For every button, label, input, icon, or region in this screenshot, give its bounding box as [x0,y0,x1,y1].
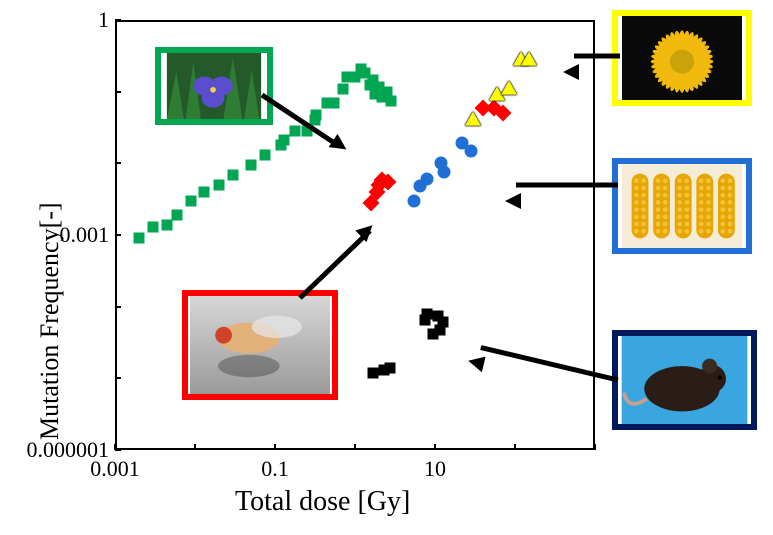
data-point [290,126,301,137]
thumbnail-tb_green [155,47,273,125]
data-point [521,51,537,65]
data-point [384,362,395,373]
data-point [186,195,197,206]
thumbnail-tb_red [182,290,338,400]
tick-mark [115,19,121,21]
data-point [501,80,517,94]
tick-mark [114,444,116,450]
data-point [437,316,448,327]
data-point [134,233,145,244]
data-point [465,112,481,126]
tick-mark [514,444,516,450]
data-point [337,83,348,94]
data-point [199,186,210,197]
tick-mark [354,444,356,450]
thumbnail-tb_yellow [612,10,752,106]
data-point [260,150,271,161]
tick-label: 0.1 [261,456,289,482]
arrow-head [563,64,579,80]
tick-label: 1 [98,7,109,33]
tick-label: 10 [424,456,446,482]
data-point [311,109,322,120]
data-point [464,144,477,157]
thumbnail-tb_blue [612,158,752,254]
data-point [228,170,239,181]
chart-stage: { "canvas": { "width": 773, "height": 53… [0,0,773,535]
data-point [148,221,159,232]
arrow-line [516,183,618,188]
tick-mark [274,444,276,450]
data-point [408,194,421,207]
data-point [421,173,434,186]
tick-mark [115,377,121,379]
tick-label: 0.001 [60,222,110,248]
data-point [162,219,173,230]
data-point [438,166,451,179]
data-point [214,179,225,190]
x-axis-label: Total dose [Gy] [235,486,410,518]
tick-mark [115,234,121,236]
tick-mark [434,444,436,450]
tick-mark [115,306,121,308]
data-point [245,159,256,170]
data-point [385,95,396,106]
data-point [279,135,290,146]
tick-mark [194,444,196,450]
arrow-head [505,193,521,209]
tick-mark [115,91,121,93]
data-point [422,308,433,319]
data-point [172,210,183,221]
data-point [368,367,379,378]
arrow-line [574,54,620,59]
tick-label: 0.001 [90,456,140,482]
data-point [329,97,340,108]
tick-mark [115,162,121,164]
thumbnail-tb_navy [612,330,757,430]
tick-mark [594,444,596,450]
